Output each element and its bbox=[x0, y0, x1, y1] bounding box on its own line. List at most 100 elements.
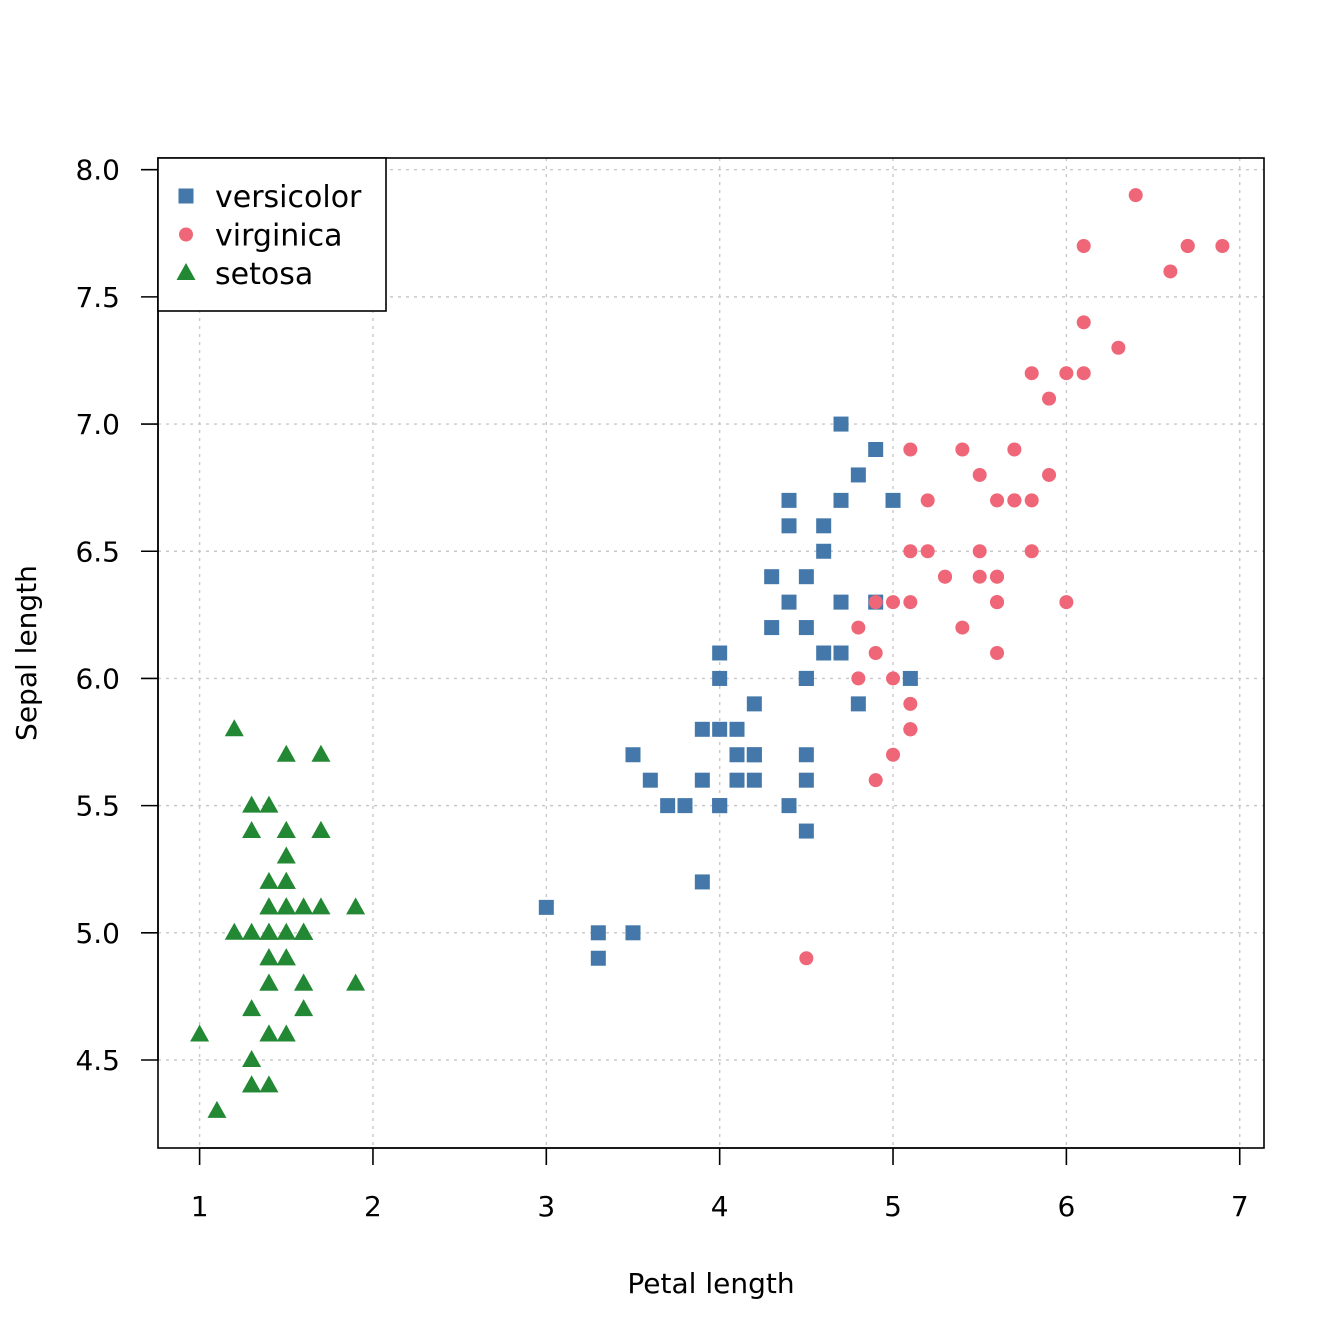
x-tick-label: 7 bbox=[1231, 1190, 1249, 1223]
data-point-versicolor bbox=[798, 772, 814, 788]
y-axis: 4.5 5.0 5.5 6.0 6.5 7.0 7.5 8.0 bbox=[75, 154, 159, 1077]
data-point-virginica bbox=[1180, 239, 1195, 254]
data-point-virginica bbox=[1024, 493, 1039, 508]
data-point-setosa bbox=[259, 948, 279, 966]
x-tick-label: 2 bbox=[364, 1190, 382, 1223]
data-point-virginica bbox=[1024, 366, 1039, 381]
data-point-setosa bbox=[207, 1100, 227, 1118]
data-point-setosa bbox=[259, 1024, 279, 1042]
data-point-setosa bbox=[294, 922, 314, 940]
legend-label: versicolor bbox=[215, 180, 362, 215]
y-tick-label: 4.5 bbox=[75, 1044, 120, 1077]
data-point-setosa bbox=[276, 922, 296, 940]
data-point-virginica bbox=[886, 671, 901, 686]
data-point-setosa bbox=[276, 897, 296, 915]
data-point-versicolor bbox=[677, 798, 693, 814]
data-point-setosa bbox=[311, 821, 331, 839]
data-point-versicolor bbox=[833, 645, 849, 661]
data-point-versicolor bbox=[746, 747, 762, 763]
data-point-versicolor bbox=[729, 747, 745, 763]
data-point-virginica bbox=[920, 544, 935, 559]
data-point-setosa bbox=[259, 795, 279, 813]
data-point-virginica bbox=[903, 442, 918, 457]
legend-marker-circle bbox=[179, 227, 193, 242]
data-point-setosa bbox=[242, 922, 262, 940]
data-point-virginica bbox=[851, 620, 866, 635]
data-point-versicolor bbox=[781, 798, 797, 814]
data-point-versicolor bbox=[798, 569, 814, 585]
data-point-versicolor bbox=[850, 467, 866, 483]
data-point-virginica bbox=[903, 696, 918, 711]
data-point-setosa bbox=[276, 744, 296, 762]
data-point-versicolor bbox=[660, 798, 676, 814]
data-point-setosa bbox=[276, 846, 296, 864]
legend-item-versicolor: versicolor bbox=[178, 180, 362, 215]
data-point-virginica bbox=[1042, 391, 1057, 406]
data-point-versicolor bbox=[729, 772, 745, 788]
data-point-setosa bbox=[242, 999, 262, 1017]
data-point-versicolor bbox=[816, 645, 832, 661]
data-point-virginica bbox=[1007, 442, 1022, 457]
data-point-virginica bbox=[868, 646, 883, 660]
data-point-setosa bbox=[259, 973, 279, 991]
data-point-virginica bbox=[1076, 315, 1091, 330]
data-point-versicolor bbox=[712, 645, 728, 661]
x-tick-label: 3 bbox=[537, 1190, 555, 1223]
legend-item-setosa: setosa bbox=[176, 257, 313, 292]
data-point-setosa bbox=[224, 922, 244, 940]
series-versicolor bbox=[538, 416, 918, 966]
data-point-setosa bbox=[294, 897, 314, 915]
data-point-versicolor bbox=[764, 620, 780, 636]
data-point-versicolor bbox=[625, 747, 641, 763]
data-point-virginica bbox=[972, 569, 987, 584]
data-point-virginica bbox=[1076, 366, 1091, 381]
data-point-setosa bbox=[259, 1075, 279, 1093]
y-tick-label: 5.5 bbox=[75, 790, 120, 823]
data-point-versicolor bbox=[868, 442, 884, 458]
data-point-virginica bbox=[1128, 188, 1143, 203]
data-point-setosa bbox=[242, 821, 262, 839]
data-point-versicolor bbox=[798, 670, 814, 686]
data-point-virginica bbox=[972, 544, 987, 559]
data-point-versicolor bbox=[746, 772, 762, 788]
y-tick-label: 6.0 bbox=[75, 662, 120, 695]
data-point-setosa bbox=[311, 744, 331, 762]
data-point-virginica bbox=[1215, 239, 1230, 254]
data-point-setosa bbox=[242, 1075, 262, 1093]
data-point-versicolor bbox=[885, 492, 901, 508]
data-point-virginica bbox=[1076, 239, 1091, 254]
data-point-versicolor bbox=[781, 492, 797, 508]
data-point-virginica bbox=[938, 569, 953, 584]
y-tick-label: 6.5 bbox=[75, 535, 120, 568]
data-point-setosa bbox=[259, 871, 279, 889]
series-setosa bbox=[190, 719, 366, 1118]
data-point-versicolor bbox=[833, 594, 849, 610]
data-point-virginica bbox=[886, 747, 901, 762]
data-point-setosa bbox=[346, 897, 366, 915]
data-point-setosa bbox=[294, 999, 314, 1017]
data-point-versicolor bbox=[729, 721, 745, 737]
data-point-virginica bbox=[990, 595, 1005, 610]
data-point-virginica bbox=[1024, 544, 1039, 559]
data-point-virginica bbox=[851, 671, 866, 686]
data-point-virginica bbox=[903, 544, 918, 559]
data-point-virginica bbox=[1163, 264, 1178, 279]
x-tick-label: 5 bbox=[884, 1190, 902, 1223]
data-point-virginica bbox=[886, 595, 901, 610]
y-tick-label: 7.0 bbox=[75, 408, 120, 441]
data-point-virginica bbox=[1042, 467, 1057, 482]
data-point-versicolor bbox=[746, 696, 762, 712]
y-tick-label: 7.5 bbox=[75, 281, 120, 314]
points-layer bbox=[190, 188, 1230, 1118]
data-point-virginica bbox=[920, 493, 935, 508]
data-point-virginica bbox=[1059, 595, 1074, 610]
legend-label: setosa bbox=[215, 257, 313, 292]
data-point-virginica bbox=[972, 467, 987, 482]
data-point-setosa bbox=[242, 1049, 262, 1067]
legend-label: virginica bbox=[215, 219, 343, 254]
data-point-versicolor bbox=[590, 950, 606, 966]
data-point-versicolor bbox=[625, 925, 641, 941]
data-point-versicolor bbox=[781, 594, 797, 610]
legend-marker-square bbox=[178, 188, 194, 204]
